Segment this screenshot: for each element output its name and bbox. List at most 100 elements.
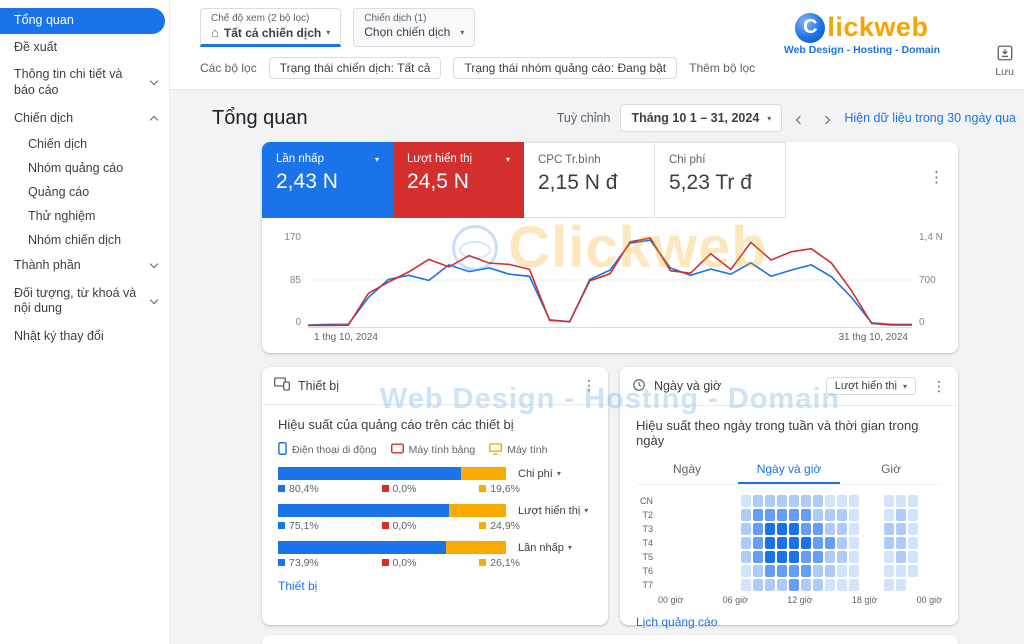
axis-tick: 170 bbox=[284, 232, 301, 243]
page-title: Tổng quan bbox=[212, 106, 308, 129]
view-mode-label: Chế độ xem (2 bộ lọc) bbox=[211, 13, 310, 24]
sidebar-item-audiences[interactable]: Đối tượng, từ khoá và nội dung bbox=[0, 280, 169, 323]
heatmap-cell bbox=[932, 509, 942, 521]
heatmap-cell bbox=[729, 523, 740, 535]
heatmap-cell bbox=[777, 495, 788, 507]
next-period-button[interactable] bbox=[818, 107, 834, 130]
save-button[interactable]: Lưu bbox=[995, 44, 1014, 78]
content-area: Tổng quan Tuỳ chỉnh Tháng 10 1 – 31, 202… bbox=[170, 90, 1024, 644]
heatmap-cell bbox=[693, 495, 704, 507]
sidebar-item-overview[interactable]: Tổng quan bbox=[0, 8, 165, 34]
device-metric-selector[interactable]: Lượt hiển thị ▾ bbox=[518, 504, 589, 517]
metric-selector-dropdown[interactable]: Lượt hiển thị ▾ bbox=[825, 377, 916, 395]
legend-label: Máy tính bbox=[507, 444, 548, 456]
customize-button[interactable]: Tuỳ chỉnh bbox=[556, 111, 611, 125]
heatmap-cell bbox=[932, 551, 942, 563]
filters-button[interactable]: Các bộ lọc bbox=[200, 61, 257, 75]
heatmap-cell bbox=[741, 537, 752, 549]
tablet-icon bbox=[390, 443, 404, 457]
sidebar-item-campaigns[interactable]: Chiến dịch bbox=[0, 105, 169, 133]
heatmap-cell bbox=[860, 495, 871, 507]
heatmap-cell bbox=[717, 551, 728, 563]
device-stacked-bar bbox=[278, 467, 506, 480]
recent-data-link[interactable]: Hiện dữ liệu trong 30 ngày qua bbox=[844, 111, 1016, 125]
devices-card-title: Thiết bị bbox=[298, 378, 339, 393]
heatmap-cell bbox=[658, 523, 668, 535]
metric-card-impressions[interactable]: Lượt hiển thị ▾ 24,5 N bbox=[393, 142, 524, 218]
metric-card-avg-cpc[interactable]: CPC Tr.bình 2,15 N đ bbox=[524, 142, 655, 218]
heatmap-day-label: T2 bbox=[642, 510, 653, 520]
heatmap-cell bbox=[920, 495, 931, 507]
heatmap-day-label: T5 bbox=[642, 552, 653, 562]
heatmap-day-labels: CN T2 T3 T4 T5 T6 T7 bbox=[636, 495, 658, 605]
heatmap-cell bbox=[693, 509, 704, 521]
heatmap-cell bbox=[872, 523, 883, 535]
sidebar-item-insights[interactable]: Thông tin chi tiết và báo cáo bbox=[0, 61, 169, 104]
heatmap-cell bbox=[681, 495, 692, 507]
sidebar-item-assets[interactable]: Thành phần bbox=[0, 252, 169, 280]
heatmap-cell bbox=[669, 551, 680, 563]
campaign-select-dropdown[interactable]: Chiến dịch (1) Chọn chiến dịch ▾ bbox=[353, 8, 476, 47]
filter-chip-campaign-status[interactable]: Trạng thái chiến dịch: Tất cả bbox=[268, 57, 442, 79]
sidebar: Tổng quan Đề xuất Thông tin chi tiết và … bbox=[0, 0, 170, 644]
heatmap-cell bbox=[741, 523, 752, 535]
sidebar-item-change-history[interactable]: Nhật ký thay đổi bbox=[0, 323, 169, 351]
day-time-subtitle: Hiệu suất theo ngày trong tuần và thời g… bbox=[636, 418, 919, 448]
sidebar-subitem-campaigns[interactable]: Chiến dịch bbox=[28, 137, 88, 152]
heatmap-cell bbox=[681, 537, 692, 549]
metric-card-cost[interactable]: Chi phí 5,23 Tr đ bbox=[655, 142, 786, 218]
ad-schedule-link[interactable]: Lịch quảng cáo bbox=[636, 615, 718, 629]
hour-tick: 00 giờ bbox=[916, 595, 942, 605]
chevron-down-icon: ▾ bbox=[902, 381, 907, 391]
sidebar-subitem-ad-groups[interactable]: Nhóm quảng cáo bbox=[28, 161, 124, 176]
heatmap-cell bbox=[872, 509, 883, 521]
clickweb-logo-icon: C bbox=[795, 12, 826, 43]
heatmap-cell bbox=[908, 537, 919, 549]
sidebar-subitem-experiments[interactable]: Thử nghiệm bbox=[28, 209, 96, 224]
heatmap-cell bbox=[789, 579, 799, 591]
heatmap: CN T2 T3 T4 T5 T6 T7 00 giờ 06 giờ 12 giờ 18 g… bbox=[636, 495, 942, 605]
device-metric-selector[interactable]: Chi phí ▾ bbox=[518, 467, 561, 480]
heatmap-cell bbox=[824, 565, 835, 577]
add-filter-button[interactable]: Thêm bộ lọc bbox=[689, 61, 756, 75]
date-range-selector[interactable]: Tháng 10 1 – 31, 2024 ▾ bbox=[620, 104, 783, 132]
devices-link[interactable]: Thiết bị bbox=[278, 579, 318, 593]
heatmap-cell bbox=[693, 565, 704, 577]
heatmap-cell bbox=[681, 509, 692, 521]
heatmap-cell bbox=[741, 509, 752, 521]
more-options-icon[interactable]: ⋮ bbox=[582, 377, 596, 393]
heatmap-cell bbox=[824, 523, 835, 535]
more-options-icon[interactable]: ⋮ bbox=[932, 377, 946, 394]
heatmap-cell bbox=[669, 579, 680, 591]
hour-tick: 18 giờ bbox=[851, 595, 878, 605]
more-options-icon[interactable]: ⋮ bbox=[929, 169, 944, 186]
heatmap-cell bbox=[741, 551, 752, 563]
sidebar-item-recommendations[interactable]: Đề xuất bbox=[0, 34, 169, 62]
heatmap-cell bbox=[658, 495, 668, 507]
heatmap-cell bbox=[932, 523, 942, 535]
heatmap-cell bbox=[717, 509, 728, 521]
sidebar-subitem-ads[interactable]: Quảng cáo bbox=[28, 185, 90, 200]
heatmap-cell bbox=[932, 565, 942, 577]
heatmap-cell bbox=[812, 579, 823, 591]
metric-card-clicks[interactable]: Lần nhấp ▾ 2,43 N bbox=[262, 142, 393, 218]
heatmap-cell bbox=[658, 537, 668, 549]
sidebar-subitem-campaign-groups[interactable]: Nhóm chiến dịch bbox=[28, 233, 122, 248]
heatmap-cell bbox=[801, 579, 811, 591]
heatmap-cell bbox=[908, 509, 919, 521]
filter-chip-adgroup-status[interactable]: Trạng thái nhóm quảng cáo: Đang bật bbox=[453, 57, 678, 79]
view-mode-dropdown[interactable]: Chế độ xem (2 bộ lọc) ⌂ Tất cả chiến dịc… bbox=[200, 8, 342, 47]
device-metric-selector[interactable]: Lần nhấp ▾ bbox=[518, 541, 572, 554]
heatmap-cell bbox=[741, 565, 752, 577]
prev-period-button[interactable] bbox=[792, 107, 808, 130]
tab-day[interactable]: Ngày bbox=[672, 462, 701, 476]
device-bar-group: Chi phí ▾ 80,4% 0,0% 19,6% bbox=[278, 467, 592, 495]
clock-icon bbox=[632, 378, 646, 395]
next-card-peek bbox=[262, 635, 958, 644]
heatmap-cell bbox=[753, 551, 764, 563]
tab-day-and-hour[interactable]: Ngày và giờ bbox=[738, 454, 840, 484]
mobile-icon bbox=[278, 442, 287, 458]
sidebar-item-label: Thành phần bbox=[14, 258, 81, 273]
heatmap-day-label: CN bbox=[640, 496, 653, 506]
tab-hour[interactable]: Giờ bbox=[881, 462, 901, 476]
